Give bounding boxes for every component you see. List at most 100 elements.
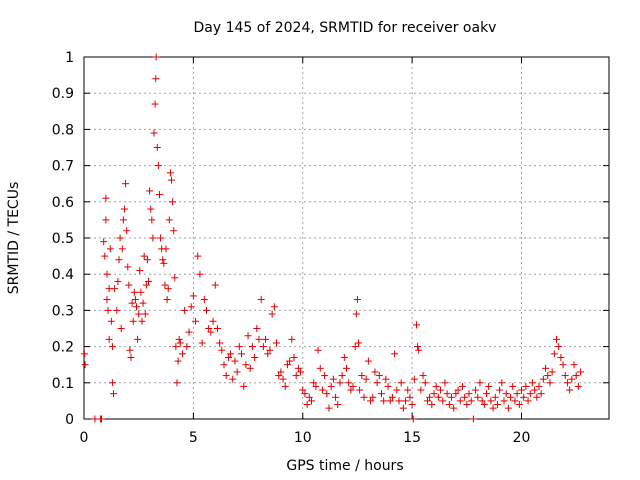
data-point bbox=[553, 335, 560, 343]
data-point bbox=[382, 375, 390, 383]
data-point bbox=[419, 372, 427, 380]
data-point bbox=[105, 335, 113, 343]
data-point bbox=[380, 397, 388, 405]
data-point bbox=[117, 325, 125, 332]
data-point bbox=[264, 350, 272, 358]
data-point bbox=[224, 353, 232, 361]
data-point bbox=[181, 306, 189, 314]
data-point bbox=[526, 390, 534, 398]
data-point bbox=[423, 397, 431, 405]
data-point bbox=[185, 328, 193, 336]
data-point bbox=[404, 386, 412, 394]
data-point bbox=[402, 397, 410, 405]
data-point bbox=[277, 368, 285, 376]
data-point bbox=[491, 393, 499, 401]
data-point bbox=[292, 372, 300, 380]
data-point bbox=[399, 404, 407, 412]
data-point bbox=[395, 397, 403, 405]
data-point bbox=[316, 364, 324, 372]
data-point bbox=[485, 382, 493, 390]
data-point bbox=[166, 169, 174, 177]
data-point bbox=[352, 310, 360, 318]
data-point bbox=[434, 393, 442, 401]
data-point bbox=[308, 397, 315, 405]
data-point bbox=[125, 281, 133, 289]
data-point bbox=[408, 401, 416, 409]
data-point bbox=[262, 335, 270, 343]
data-point bbox=[171, 274, 179, 282]
data-point bbox=[108, 343, 116, 351]
data-point bbox=[413, 321, 420, 329]
data-point bbox=[169, 198, 177, 206]
data-point bbox=[168, 176, 175, 184]
data-point bbox=[318, 386, 326, 394]
data-point bbox=[161, 281, 169, 289]
data-point bbox=[559, 361, 567, 369]
data-point bbox=[135, 310, 143, 318]
data-point bbox=[450, 404, 458, 412]
data-point bbox=[542, 364, 550, 372]
data-point bbox=[500, 397, 508, 405]
axis-ticks: 00.10.20.30.40.50.60.70.80.910 5 10 15 20 bbox=[52, 50, 609, 446]
data-point bbox=[334, 401, 342, 409]
data-point bbox=[437, 386, 445, 394]
data-point bbox=[80, 350, 88, 358]
data-point bbox=[498, 379, 506, 387]
data-point bbox=[122, 180, 130, 188]
data-point bbox=[360, 393, 368, 401]
data-point bbox=[409, 415, 417, 423]
data-point bbox=[152, 75, 160, 83]
data-point bbox=[211, 281, 219, 289]
data-point bbox=[378, 390, 385, 398]
data-point bbox=[255, 335, 263, 343]
data-point bbox=[288, 335, 296, 343]
data-point bbox=[577, 368, 585, 376]
data-point bbox=[170, 227, 178, 235]
data-point bbox=[268, 310, 276, 318]
data-point bbox=[563, 379, 571, 387]
data-point bbox=[443, 390, 451, 398]
data-point bbox=[299, 386, 307, 394]
data-point bbox=[496, 386, 504, 394]
data-point bbox=[207, 328, 215, 336]
data-point bbox=[301, 390, 309, 398]
data-point bbox=[456, 397, 464, 405]
data-point bbox=[175, 335, 183, 343]
data-point bbox=[106, 245, 114, 253]
data-point bbox=[524, 397, 532, 405]
data-point bbox=[574, 382, 582, 390]
data-point bbox=[141, 310, 149, 318]
data-point bbox=[283, 361, 291, 369]
data-point bbox=[119, 216, 127, 224]
data-point bbox=[116, 234, 124, 242]
data-point bbox=[332, 393, 340, 401]
data-point bbox=[544, 372, 552, 380]
data-point bbox=[310, 379, 318, 387]
data-point bbox=[487, 397, 495, 405]
data-point bbox=[242, 361, 250, 369]
data-point bbox=[113, 306, 121, 314]
data-point bbox=[136, 267, 144, 275]
data-point bbox=[103, 270, 111, 278]
data-point bbox=[338, 372, 346, 380]
data-point bbox=[351, 343, 359, 351]
data-point bbox=[557, 353, 565, 361]
data-point bbox=[281, 382, 289, 390]
data-point bbox=[375, 372, 383, 380]
data-point bbox=[176, 339, 184, 347]
data-point bbox=[129, 317, 137, 325]
data-point bbox=[572, 372, 580, 380]
data-point bbox=[275, 372, 283, 380]
data-point bbox=[110, 390, 118, 398]
data-point bbox=[522, 382, 530, 390]
data-point bbox=[253, 325, 261, 332]
data-point bbox=[452, 390, 460, 398]
data-point bbox=[152, 53, 160, 61]
y-tick-label: 0 bbox=[65, 412, 74, 428]
grid bbox=[84, 57, 609, 419]
data-point bbox=[173, 379, 181, 387]
data-point bbox=[102, 216, 110, 224]
data-point bbox=[146, 187, 154, 195]
data-point bbox=[124, 263, 132, 271]
data-point bbox=[415, 346, 423, 354]
